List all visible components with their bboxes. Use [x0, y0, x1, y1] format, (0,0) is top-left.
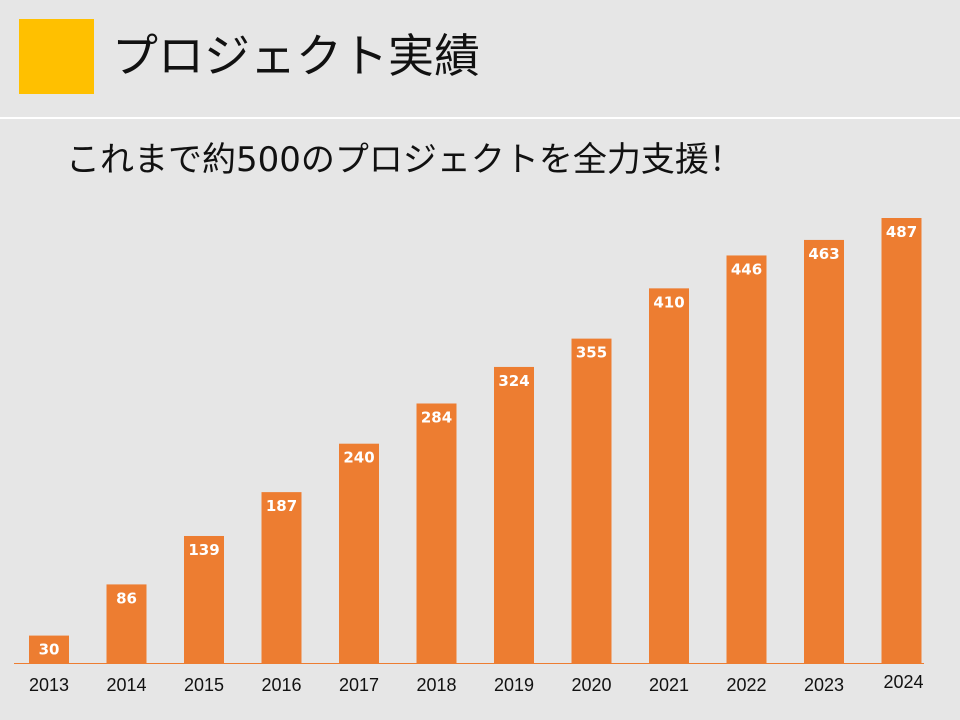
x-axis-labels: 2013 2014 2015 2016 2017 2018 2019 2020 2021 2022…: [29, 672, 924, 695]
page-title: プロジェクト実績: [112, 29, 480, 83]
bar-2024: [881, 218, 922, 663]
x-tick-label: 2020: [571, 675, 611, 695]
title-accent-square: [19, 19, 94, 94]
x-tick-label: 2014: [106, 675, 146, 695]
bar-value-label: 30: [39, 641, 60, 659]
x-tick-label: 2018: [416, 675, 456, 695]
bar-value-label: 463: [808, 245, 839, 263]
x-tick-label: 2016: [261, 675, 301, 695]
bar-2017: [339, 443, 379, 663]
bar-2019: [494, 366, 534, 663]
bar-2022: [726, 255, 767, 664]
page-subtitle: これまで約500のプロジェクトを全力支援！: [66, 140, 743, 180]
bar-value-label: 487: [886, 223, 917, 241]
bar-2021: [649, 288, 689, 663]
x-tick-label: 2017: [339, 675, 379, 695]
bar-2020: [571, 338, 612, 663]
bar-value-label: 446: [731, 260, 762, 278]
bar-value-label: 139: [188, 541, 219, 559]
bar-2016: [261, 492, 302, 663]
bar-value-label: 284: [421, 408, 452, 426]
x-tick-label: 2024: [883, 672, 923, 692]
bar-2013: [29, 635, 69, 663]
bar-value-label: 324: [498, 372, 529, 390]
bar-value-label: 240: [343, 449, 374, 467]
x-tick-label: 2022: [726, 675, 766, 695]
bar-2023: [804, 239, 844, 664]
bar-2015: [184, 535, 224, 663]
bars-group: 30 86 139 187 240 284 324 355 410 446 463 487: [29, 218, 922, 664]
x-tick-label: 2021: [649, 675, 689, 695]
x-tick-label: 2013: [29, 675, 69, 695]
bar-value-label: 86: [116, 589, 137, 607]
bar-2018: [416, 403, 457, 663]
bar-value-label: 410: [653, 293, 684, 311]
x-tick-label: 2019: [494, 675, 534, 695]
bar-value-label: 355: [576, 344, 607, 362]
bar-2014: [106, 584, 147, 663]
bar-value-label: 187: [266, 497, 297, 515]
x-tick-label: 2023: [804, 675, 844, 695]
header-divider: [0, 117, 960, 119]
x-tick-label: 2015: [184, 675, 224, 695]
